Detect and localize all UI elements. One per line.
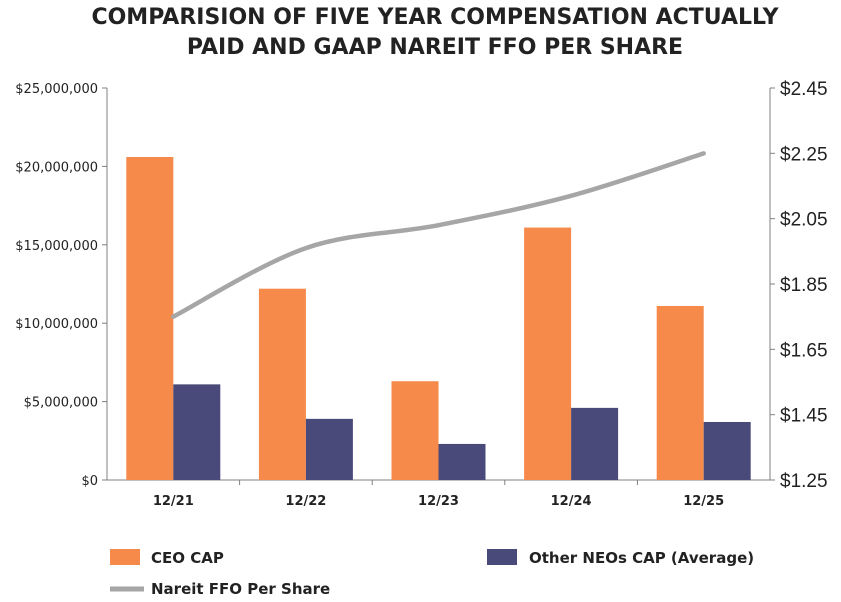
x-axis-ticks: 12/21 12/22 12/23 12/24 12/25 — [153, 480, 724, 509]
left-axis-ticks: $0 $5,000,000 $10,000,000 $15,000,000 $20,00… — [15, 82, 107, 489]
right-tick-label: $1.25 — [780, 471, 828, 492]
bar-other-neos-cap-4 — [703, 421, 751, 480]
left-tick-label: $20,000,000 — [15, 160, 98, 175]
bars — [126, 156, 751, 480]
right-tick-label: $2.45 — [780, 79, 828, 100]
bar-ceo-cap-1 — [258, 288, 306, 480]
bar-ceo-cap-2 — [391, 381, 439, 480]
bar-other-neos-cap-2 — [438, 443, 486, 480]
bar-ceo-cap-3 — [524, 227, 572, 480]
right-tick-label: $2.05 — [780, 210, 828, 231]
x-tick-label: 12/25 — [683, 494, 724, 509]
legend-swatch-other-neos-cap — [487, 549, 517, 565]
nareit-ffo-line — [171, 151, 706, 319]
legend-label-ceo-cap: CEO CAP — [151, 549, 224, 567]
bar-other-neos-cap-1 — [305, 418, 353, 480]
right-tick-label: $1.45 — [780, 406, 828, 427]
left-tick-label: $10,000,000 — [15, 317, 98, 332]
legend-label-other-neos-cap: Other NEOs CAP (Average) — [529, 549, 754, 567]
left-tick-label: $15,000,000 — [15, 239, 98, 254]
bar-other-neos-cap-3 — [571, 407, 619, 480]
x-tick-label: 12/21 — [153, 494, 194, 509]
legend-label-nareit-ffo: Nareit FFO Per Share — [151, 580, 330, 598]
right-tick-label: $1.65 — [780, 340, 828, 361]
bar-ceo-cap-0 — [126, 156, 174, 480]
x-tick-label: 12/22 — [285, 494, 326, 509]
left-tick-label: $5,000,000 — [24, 396, 98, 411]
legend: CEO CAP Other NEOs CAP (Average) Nareit … — [110, 549, 754, 598]
bar-other-neos-cap-0 — [173, 384, 221, 480]
chart-title-line-1: COMPARISION OF FIVE YEAR COMPENSATION AC… — [91, 5, 779, 30]
x-tick-label: 12/24 — [551, 494, 592, 509]
left-tick-label: $25,000,000 — [15, 82, 98, 97]
right-tick-label: $2.25 — [780, 144, 828, 165]
legend-swatch-ceo-cap — [110, 549, 140, 565]
ffo-line-layer — [171, 151, 706, 319]
left-tick-label: $0 — [81, 474, 98, 489]
right-axis-ticks: $1.25 $1.45 $1.65 $1.85 $2.05 $2.25 $2.45 — [770, 79, 828, 492]
right-tick-label: $1.85 — [780, 275, 828, 296]
bar-ceo-cap-4 — [656, 305, 704, 480]
x-tick-label: 12/23 — [418, 494, 459, 509]
chart-title-line-2: PAID AND GAAP NAREIT FFO PER SHARE — [187, 35, 683, 60]
